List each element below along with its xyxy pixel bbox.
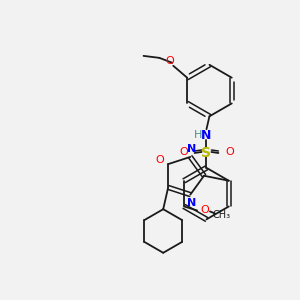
Text: N: N xyxy=(201,129,212,142)
Text: CH₃: CH₃ xyxy=(213,210,231,220)
Text: N: N xyxy=(187,197,196,208)
Text: O: O xyxy=(165,56,174,66)
Text: S: S xyxy=(202,146,212,160)
Text: O: O xyxy=(156,155,165,165)
Text: O: O xyxy=(179,147,188,157)
Text: N: N xyxy=(187,144,196,154)
Text: H: H xyxy=(194,130,203,140)
Text: O: O xyxy=(225,147,234,157)
Text: O: O xyxy=(201,206,209,215)
